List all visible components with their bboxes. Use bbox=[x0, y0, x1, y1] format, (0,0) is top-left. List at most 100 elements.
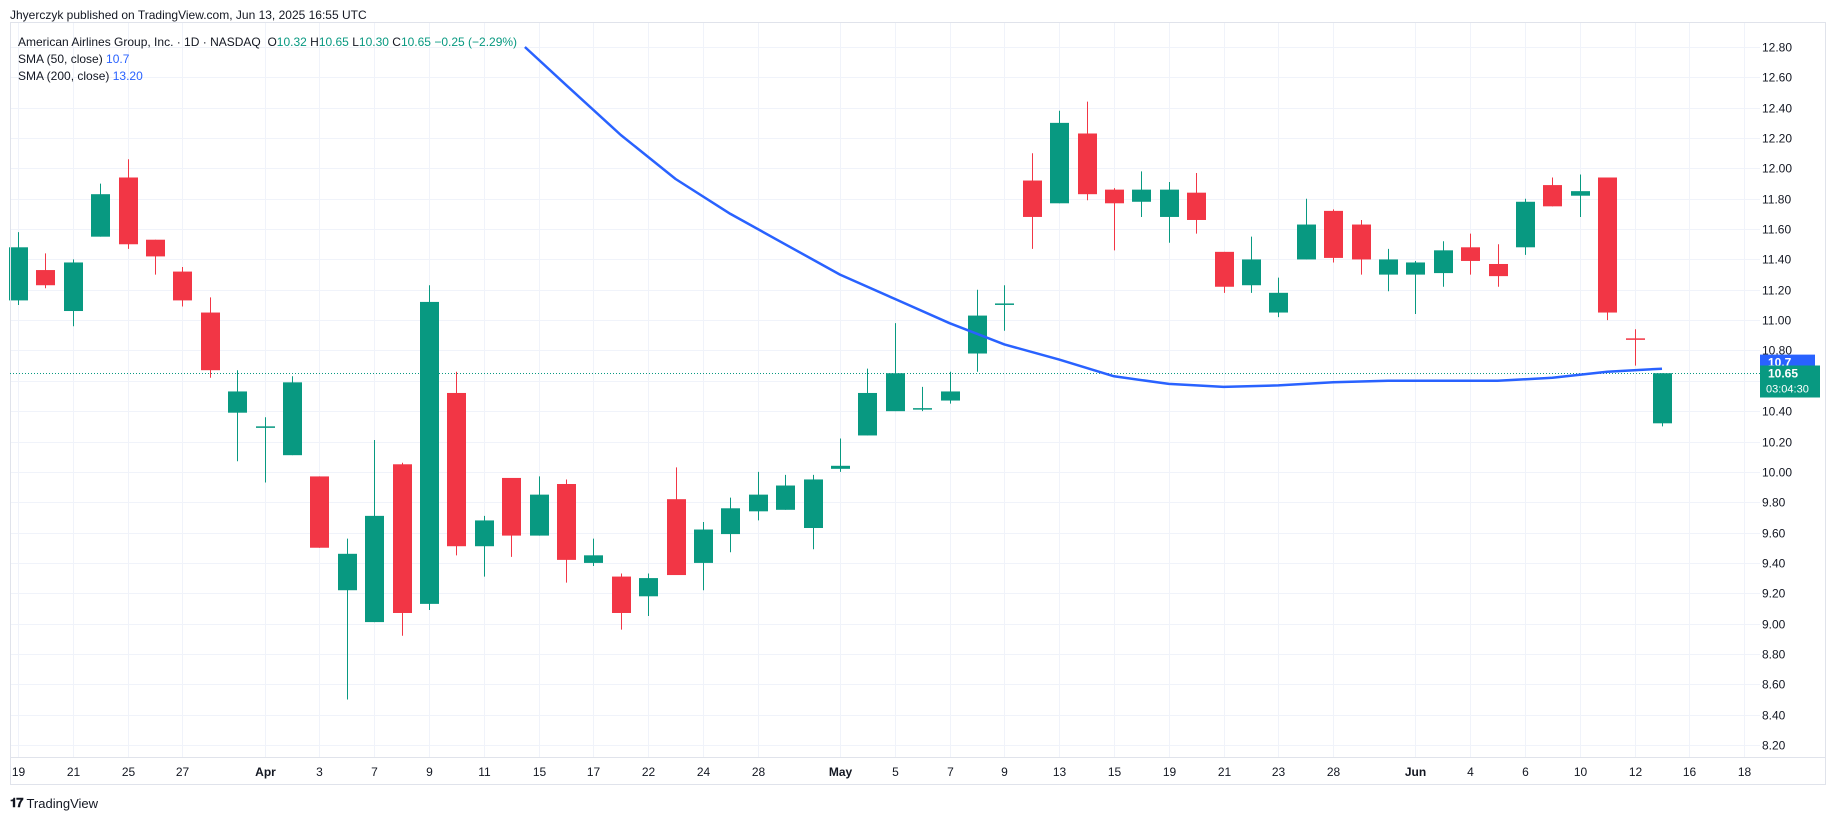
candle-body bbox=[804, 479, 823, 529]
candle-body bbox=[1406, 262, 1425, 275]
legend-sma50-row[interactable]: SMA (50, close) 10.7 bbox=[18, 51, 517, 68]
price-tick-label: 12.60 bbox=[1762, 71, 1792, 85]
price-tick-label: 12.20 bbox=[1762, 132, 1792, 146]
candle-up bbox=[420, 285, 439, 610]
close-label: C bbox=[392, 35, 401, 49]
candle-up bbox=[91, 183, 110, 237]
high-value: 10.65 bbox=[318, 35, 349, 49]
candle-body bbox=[1078, 133, 1097, 195]
candle-up bbox=[831, 438, 850, 472]
price-tick-label: 10.00 bbox=[1762, 466, 1792, 480]
date-tick-label: 6 bbox=[1522, 765, 1529, 779]
candle-body bbox=[1352, 224, 1371, 260]
date-tick-label: 19 bbox=[12, 765, 26, 779]
candle-body bbox=[228, 391, 247, 413]
date-tick-label: 17 bbox=[587, 765, 601, 779]
footer-brand: 𝟏𝟕 TradingView bbox=[10, 795, 98, 811]
candle-body bbox=[776, 485, 795, 510]
sma50-value: 10.7 bbox=[106, 52, 130, 66]
candle-body bbox=[1653, 373, 1672, 424]
date-tick-label: 7 bbox=[947, 765, 954, 779]
date-tick-label: 13 bbox=[1053, 765, 1067, 779]
candles bbox=[9, 101, 1672, 700]
candle-body bbox=[1598, 177, 1617, 313]
candle-body bbox=[1105, 189, 1124, 204]
date-tick-label: 27 bbox=[176, 765, 190, 779]
price-chart[interactable]: 12.80 12.60 12.40 12.20 12.00 11.80 11.60 11.40… bbox=[0, 0, 1835, 790]
candle-body bbox=[420, 301, 439, 604]
price-tick-label: 9.40 bbox=[1762, 557, 1786, 571]
date-tick-label: 15 bbox=[1108, 765, 1122, 779]
price-tick-label: 8.40 bbox=[1762, 709, 1786, 723]
sma-line bbox=[524, 46, 1663, 389]
sma200-value: 13.20 bbox=[112, 69, 143, 83]
candle-body bbox=[1461, 247, 1480, 261]
candle-down bbox=[119, 159, 138, 249]
date-tick-label: 9 bbox=[426, 765, 433, 779]
candle-body bbox=[1187, 192, 1206, 220]
candle-up bbox=[365, 440, 384, 623]
price-tick-label: 10.40 bbox=[1762, 405, 1792, 419]
candle-up bbox=[1653, 373, 1672, 427]
sma200-label: SMA (200, close) bbox=[18, 69, 110, 83]
candle-down bbox=[146, 239, 165, 275]
candle-body bbox=[365, 515, 384, 623]
date-tick-label: 28 bbox=[1327, 765, 1341, 779]
date-tick-label: 19 bbox=[1163, 765, 1177, 779]
candle-body bbox=[1160, 189, 1179, 217]
low-label: L bbox=[352, 35, 359, 49]
candle-body bbox=[475, 520, 494, 547]
candle-body bbox=[1297, 224, 1316, 260]
candle-body bbox=[557, 484, 576, 560]
candle-up bbox=[804, 474, 823, 550]
candle-body bbox=[530, 494, 549, 536]
candle-up bbox=[1050, 110, 1069, 204]
date-tick-label: 18 bbox=[1738, 765, 1752, 779]
candle-up bbox=[1132, 171, 1151, 217]
candle-down bbox=[447, 371, 466, 556]
candle-body bbox=[1543, 185, 1562, 207]
candle-up bbox=[776, 474, 795, 510]
date-tick-label: Apr bbox=[255, 765, 276, 779]
chart-legend: American Airlines Group, Inc. · 1D · NAS… bbox=[18, 34, 517, 85]
candle-body bbox=[146, 239, 165, 257]
candle-body bbox=[1516, 201, 1535, 248]
date-tick-label: 24 bbox=[697, 765, 711, 779]
tradingview-brand: TradingView bbox=[26, 795, 99, 811]
candle-body bbox=[1379, 259, 1398, 275]
candle-up bbox=[639, 573, 658, 617]
price-axis: 12.80 12.60 12.40 12.20 12.00 11.80 11.60 11.40… bbox=[10, 41, 1825, 758]
candle-body bbox=[1242, 259, 1261, 286]
date-tick-label: Jun bbox=[1405, 765, 1426, 779]
price-tick-label: 9.80 bbox=[1762, 496, 1786, 510]
candle-down bbox=[1352, 219, 1371, 275]
candle-body bbox=[749, 494, 768, 512]
candle-body bbox=[886, 373, 905, 412]
candle-body bbox=[639, 578, 658, 597]
symbol-title[interactable]: American Airlines Group, Inc. · 1D · NAS… bbox=[18, 35, 261, 49]
legend-sma200-row[interactable]: SMA (200, close) 13.20 bbox=[18, 68, 517, 85]
candle-up bbox=[995, 285, 1014, 331]
candle-body bbox=[91, 194, 110, 237]
candle-down bbox=[1598, 177, 1617, 321]
candle-up bbox=[1242, 236, 1261, 293]
price-tick-label: 8.60 bbox=[1762, 678, 1786, 692]
candle-body bbox=[694, 529, 713, 563]
candle-down bbox=[1489, 244, 1508, 287]
low-value: 10.30 bbox=[358, 35, 389, 49]
candle-up bbox=[694, 521, 713, 591]
candle-up bbox=[1160, 182, 1179, 243]
candle-body bbox=[667, 499, 686, 576]
candle-down bbox=[1023, 153, 1042, 249]
candle-up bbox=[1269, 277, 1288, 318]
candle-down bbox=[1215, 251, 1234, 293]
price-tick-label: 11.20 bbox=[1762, 284, 1791, 298]
close-value: 10.65 bbox=[400, 35, 431, 49]
date-tick-label: 23 bbox=[1272, 765, 1286, 779]
legend-symbol-row: American Airlines Group, Inc. · 1D · NAS… bbox=[18, 34, 517, 51]
price-tick-label: 9.00 bbox=[1762, 618, 1786, 632]
price-tick-label: 11.40 bbox=[1762, 253, 1791, 267]
candle-up bbox=[1434, 241, 1453, 287]
change-value: −0.25 (−2.29%) bbox=[434, 35, 518, 49]
price-tick-label: 10.20 bbox=[1762, 436, 1792, 450]
